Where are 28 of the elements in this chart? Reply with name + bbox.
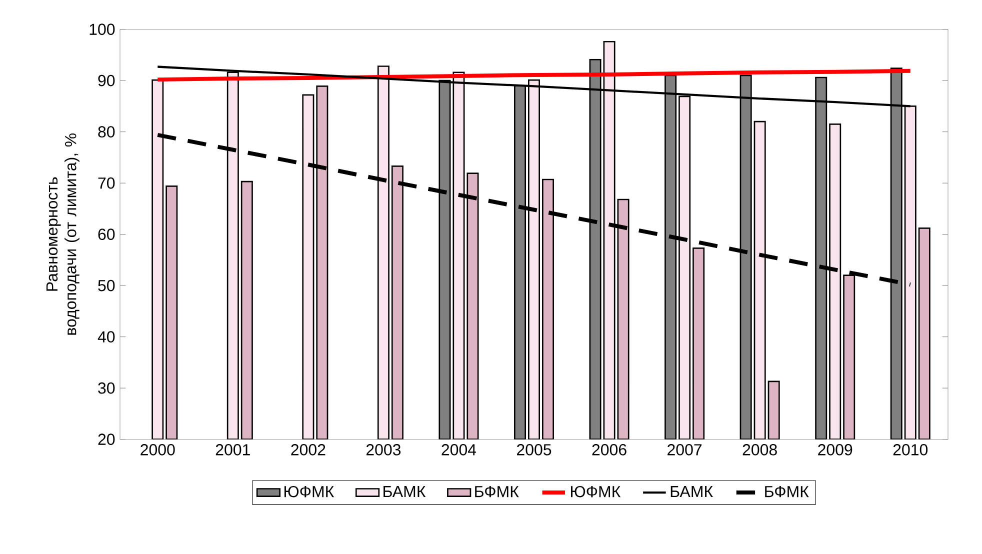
- x-tick-label: 2000: [140, 444, 175, 456]
- y-tick-label: 90: [98, 74, 115, 86]
- y-tick-label: 70: [98, 177, 115, 189]
- x-tick-label: 2010: [893, 444, 928, 456]
- legend-label: БФМК: [765, 486, 809, 498]
- x-tick-label: 2007: [668, 444, 702, 456]
- x-tick-label: 2009: [818, 444, 852, 456]
- y-tick-label: 80: [98, 126, 115, 138]
- y-tick-label: 100: [90, 24, 115, 35]
- legend-label: БАМК: [670, 486, 713, 498]
- x-tick-label: 2008: [742, 444, 777, 456]
- y-tick-label: 50: [98, 280, 115, 292]
- y-tick-label: 40: [98, 331, 115, 342]
- y-tick-label: 20: [98, 434, 115, 445]
- x-tick-label: 2004: [442, 444, 476, 456]
- x-tick-label: 2003: [366, 444, 401, 456]
- x-tick-label: 2002: [291, 444, 326, 456]
- legend-label: БФМК: [475, 486, 519, 498]
- x-tick-label: 2005: [517, 444, 552, 456]
- y-axis-title: Равномерность водоподачи (от лимита), %: [46, 133, 80, 335]
- line-series: [156, 68, 912, 82]
- legend-label: БАМК: [384, 486, 426, 498]
- y-tick-label: 30: [98, 382, 115, 394]
- legend-label: ЮФМК: [284, 486, 334, 498]
- x-tick-label: 2006: [592, 444, 626, 456]
- legend-label: ЮФМК: [571, 486, 621, 498]
- x-tick-label: 2001: [216, 444, 250, 456]
- y-tick-label: 60: [98, 228, 115, 240]
